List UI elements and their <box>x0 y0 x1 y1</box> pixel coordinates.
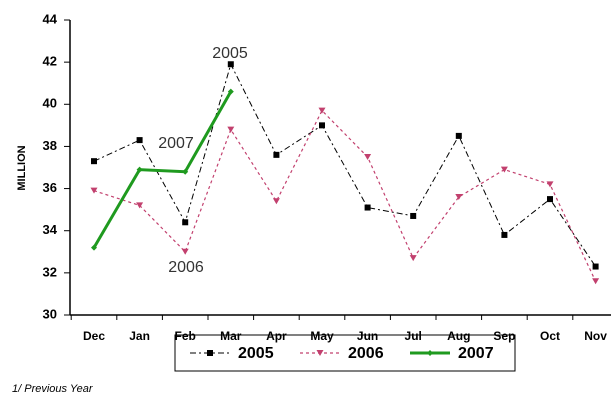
marker <box>207 350 213 356</box>
x-tick-label: Apr <box>266 329 287 343</box>
marker <box>182 219 189 226</box>
marker <box>227 61 234 68</box>
marker <box>455 194 463 200</box>
y-tick-label: 42 <box>43 54 57 69</box>
marker <box>427 350 433 356</box>
x-tick-label: Jul <box>405 329 422 343</box>
x-tick-label: Jun <box>357 329 378 343</box>
marker <box>501 231 508 238</box>
legend-label: 2006 <box>348 345 384 362</box>
marker <box>227 126 235 133</box>
x-tick-label: Aug <box>447 329 470 343</box>
x-tick-label: Jan <box>129 329 150 343</box>
marker <box>364 153 372 160</box>
series-line <box>92 90 233 249</box>
y-tick-label: 44 <box>43 11 58 26</box>
marker <box>316 350 324 356</box>
x-tick-label: May <box>310 329 334 343</box>
x-tick-label: Sep <box>493 329 515 343</box>
marker <box>592 263 599 270</box>
annotation: 2006 <box>168 259 204 276</box>
legend-label: 2007 <box>458 345 494 362</box>
marker <box>318 107 326 114</box>
marker <box>136 166 143 173</box>
marker <box>182 168 189 175</box>
legend-box <box>174 334 516 372</box>
marker <box>546 181 554 188</box>
marker <box>181 248 189 255</box>
y-tick-label: 36 <box>43 180 57 195</box>
legend-label: 2005 <box>238 345 274 362</box>
marker <box>90 187 98 194</box>
y-tick-label: 40 <box>43 96 57 111</box>
marker <box>136 202 144 209</box>
annotation: 2005 <box>212 45 248 62</box>
series-line <box>93 109 597 282</box>
x-tick-label: Feb <box>175 329 196 343</box>
annotation: 2007 <box>158 135 194 152</box>
y-tick-label: 32 <box>43 264 57 279</box>
y-tick-label: 30 <box>43 306 57 321</box>
x-tick-label: Mar <box>220 329 242 343</box>
marker <box>91 244 97 251</box>
y-axis-label: MILLION <box>16 145 28 190</box>
marker <box>455 132 462 139</box>
marker <box>409 255 417 262</box>
marker <box>410 212 417 219</box>
marker <box>91 158 97 165</box>
marker <box>319 122 325 129</box>
x-tick-label: Nov <box>584 329 607 343</box>
x-tick-label: Dec <box>83 329 105 343</box>
marker <box>547 196 553 203</box>
footnote: 1/ Previous Year <box>12 383 94 395</box>
x-tick-label: Oct <box>540 329 560 343</box>
y-tick-label: 38 <box>43 138 57 153</box>
marker <box>500 166 508 173</box>
y-tick-label: 34 <box>43 222 58 237</box>
marker <box>273 151 280 158</box>
marker <box>364 204 371 211</box>
series-line <box>93 62 597 267</box>
marker <box>227 88 234 95</box>
marker <box>272 198 280 205</box>
marker <box>592 278 600 285</box>
marker <box>136 137 143 144</box>
